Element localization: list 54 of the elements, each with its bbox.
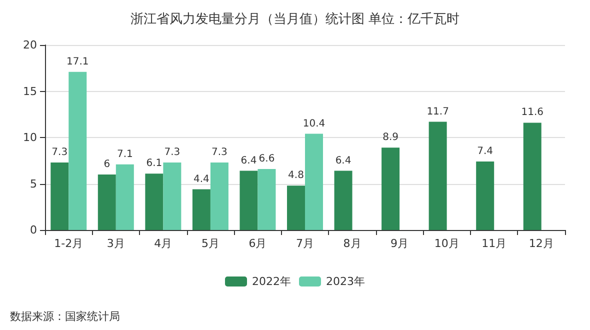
bar (240, 170, 258, 230)
x-tick-label: 3月 (106, 237, 125, 250)
data-label: 6 (104, 159, 110, 170)
bar (382, 148, 400, 230)
bar (523, 122, 542, 230)
chart-title: 浙江省风力发电量分月（当月值）统计图 单位：亿千瓦时 (130, 12, 460, 27)
bar (163, 162, 182, 230)
data-label: 7.3 (164, 146, 180, 158)
bar (145, 174, 164, 230)
x-tick-label: 11月 (482, 237, 507, 250)
source-note: 数据来源：国家统计局 (10, 310, 120, 323)
x-tick-label: 9月 (390, 237, 409, 250)
data-label: 7.3 (212, 146, 228, 158)
x-tick-label: 4月 (154, 237, 172, 250)
x-tick-label: 8月 (343, 237, 362, 250)
x-tick-label: 7月 (296, 237, 314, 250)
data-label: 17.1 (66, 56, 89, 68)
y-tick-label: 5 (30, 177, 37, 190)
data-label: 7.4 (477, 146, 494, 158)
bar (192, 189, 210, 230)
data-label: 4.8 (288, 170, 304, 182)
data-label: 7.1 (116, 148, 133, 160)
x-tick-label: 10月 (434, 237, 460, 250)
data-label: 7.3 (52, 146, 68, 158)
data-label: 6.1 (146, 158, 162, 170)
y-tick-label: 15 (23, 84, 37, 98)
legend-label: 2023年 (326, 275, 365, 288)
y-tick-label: 10 (23, 131, 37, 144)
bar (305, 134, 323, 230)
data-label: 6.4 (335, 155, 352, 166)
data-label: 11.7 (426, 106, 449, 118)
bar (68, 72, 87, 230)
data-label: 6.4 (240, 155, 257, 166)
bar (428, 122, 447, 230)
x-tick-label: 1-2月 (54, 237, 84, 250)
bar (476, 162, 494, 230)
bar (258, 168, 276, 230)
bar (98, 174, 116, 230)
legend-label: 2022年 (252, 275, 292, 288)
data-label: 11.6 (521, 107, 544, 118)
data-label: 4.4 (194, 174, 210, 185)
data-label: 10.4 (302, 118, 326, 130)
x-tick-label: 12月 (528, 237, 554, 250)
y-tick-label: 20 (23, 38, 37, 52)
x-tick-label: 5月 (201, 237, 220, 250)
data-label: 6.6 (258, 153, 275, 164)
bar (210, 162, 228, 230)
bar (50, 162, 69, 230)
bar (334, 170, 352, 230)
data-label: 8.9 (382, 132, 398, 144)
x-tick-label: 6月 (248, 237, 267, 250)
bar (287, 186, 305, 230)
bar (116, 164, 134, 230)
y-tick-label: 0 (30, 224, 37, 236)
